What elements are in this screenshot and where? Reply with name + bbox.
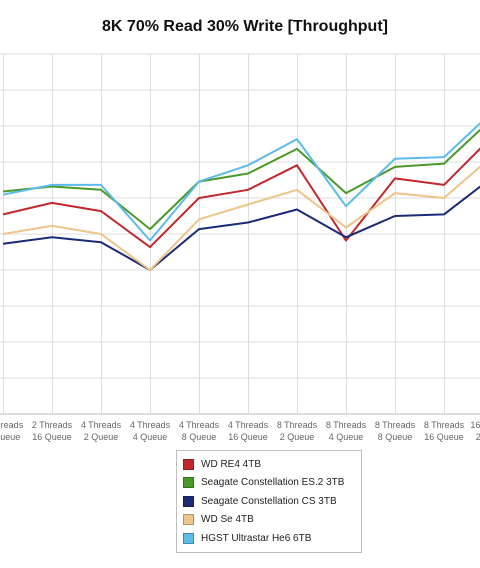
legend-swatch xyxy=(183,514,194,526)
legend-item: WD RE4 4TB xyxy=(183,455,355,474)
x-tick-label: 4 Threads 2 Queue xyxy=(81,420,122,442)
legend-item: Seagate Constellation CS 3TB xyxy=(183,492,355,511)
series-line xyxy=(2,185,480,271)
x-tick-label: 4 Threads 4 Queue xyxy=(130,420,171,442)
legend-swatch xyxy=(183,495,194,507)
legend-label: Seagate Constellation CS 3TB xyxy=(201,495,337,507)
series-lines xyxy=(2,122,480,271)
series-line xyxy=(2,165,480,271)
x-tick-label: 4 Threads 16 Queue xyxy=(228,420,269,442)
legend-label: WD Se 4TB xyxy=(201,514,254,526)
legend-item: WD Se 4TB xyxy=(183,511,355,530)
legend-label: HGST Ultrastar He6 6TB xyxy=(201,532,312,544)
series-line xyxy=(2,128,480,231)
grid xyxy=(0,53,480,415)
series-line xyxy=(2,122,480,242)
x-tick-label: 8 Threads 16 Queue xyxy=(424,420,465,442)
legend: WD RE4 4TB Seagate Constellation ES.2 3TB… xyxy=(176,450,362,553)
x-tick-label: 8 Threads 2 Queue xyxy=(277,420,318,442)
legend-swatch xyxy=(183,532,194,544)
series-line xyxy=(2,147,480,249)
x-tick-label: 2 Threads 16 Queue xyxy=(32,420,73,442)
x-tick-label: 8 Threads 4 Queue xyxy=(326,420,367,442)
legend-label: Seagate Constellation ES.2 3TB xyxy=(201,477,345,489)
x-tick-label: 8 Threads 8 Queue xyxy=(375,420,416,442)
legend-item: HGST Ultrastar He6 6TB xyxy=(183,529,355,548)
legend-swatch xyxy=(183,477,194,489)
x-tick-label: 4 Threads 8 Queue xyxy=(179,420,220,442)
legend-label: WD RE4 4TB xyxy=(201,458,262,470)
chart-title: 8K 70% Read 30% Write [Throughput] xyxy=(102,18,388,35)
legend-item: Seagate Constellation ES.2 3TB xyxy=(183,474,355,493)
legend-swatch xyxy=(183,458,194,470)
